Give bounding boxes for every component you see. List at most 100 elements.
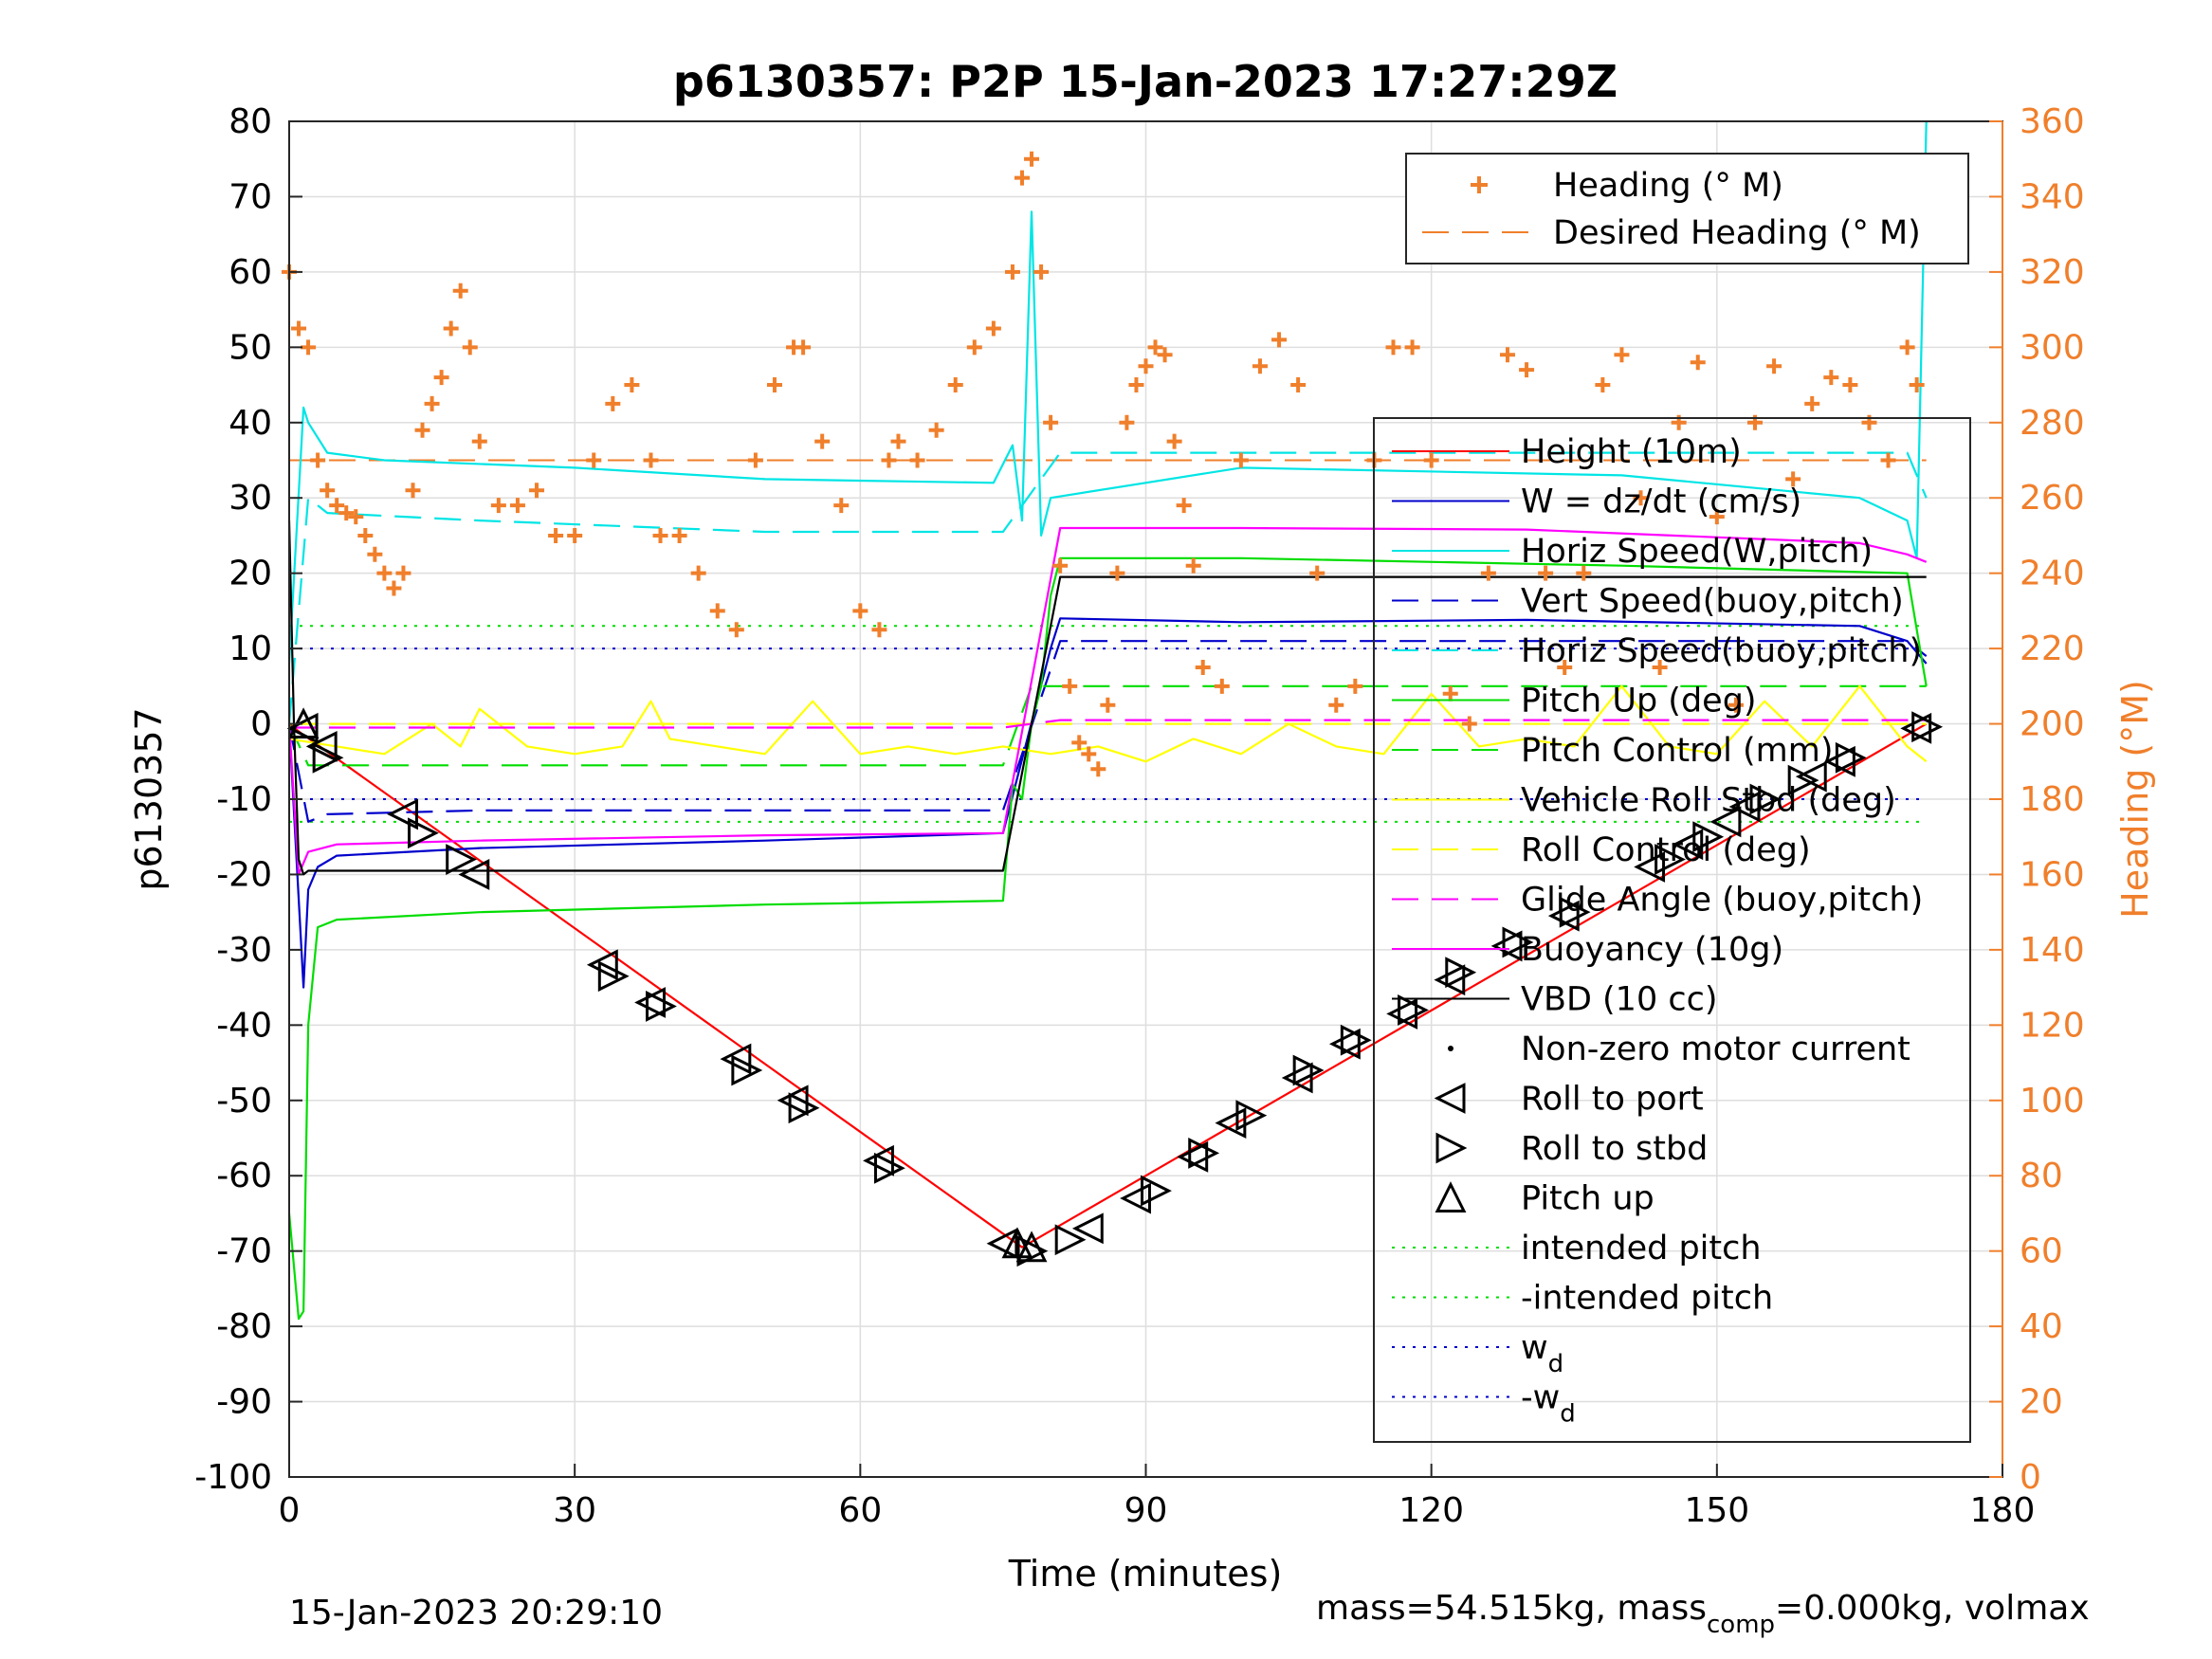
legend-label: Buoyancy (10g) xyxy=(1521,931,1783,969)
right-y-tick-label: 20 xyxy=(2020,1383,2063,1422)
right-y-tick-label: 140 xyxy=(2020,931,2085,970)
right-y-tick-label: 220 xyxy=(2020,629,2085,668)
heading-point xyxy=(414,422,430,438)
right-y-tick-labels: 0 20 40 60 80 100 120 140 160 180 200 220 240 260 280 3… xyxy=(1989,102,2085,1497)
heading-point xyxy=(1595,377,1611,393)
heading-legend: Heading (° M) Desired Heading (° M) xyxy=(1405,153,1969,264)
heading-point xyxy=(1290,377,1307,393)
heading-point xyxy=(471,433,487,449)
right-y-axis-label: Heading (°M) xyxy=(2114,680,2156,919)
heading-point xyxy=(1909,377,1925,393)
y-tick-label: 40 xyxy=(229,404,272,443)
heading-point xyxy=(348,509,364,525)
heading-point xyxy=(1185,557,1201,574)
legend-label-text: Vehicle Roll Stbd (deg) xyxy=(1521,782,1896,820)
heading-point xyxy=(1347,678,1363,694)
heading-point xyxy=(291,320,307,337)
heading-point xyxy=(881,452,897,468)
series-line xyxy=(288,684,1927,767)
legend-label: -wd xyxy=(1521,1379,1576,1429)
roll-to-stbd-marker xyxy=(873,1152,905,1184)
heading-point xyxy=(1785,471,1801,487)
legend-label: wd xyxy=(1521,1329,1563,1378)
roll-to-port-marker xyxy=(1672,829,1704,861)
heading-point xyxy=(1090,761,1106,777)
footer-mass-a: mass=54.515kg, mass xyxy=(1316,1589,1707,1628)
heading-point xyxy=(1128,377,1144,393)
y-tick-label: -50 xyxy=(216,1082,272,1121)
heading-point xyxy=(1499,347,1515,363)
roll-to-stbd-marker xyxy=(408,817,439,849)
heading-point xyxy=(1062,678,1078,694)
roll-to-port-marker xyxy=(1709,806,1742,838)
roll-to-port-marker xyxy=(1434,964,1466,996)
legend-label-text: Vert Speed(buoy,pitch) xyxy=(1521,583,1904,621)
legend-label-text: Roll to stbd xyxy=(1521,1130,1708,1168)
heading-legend-label: Desired Heading (° M) xyxy=(1553,214,1921,252)
legend-label: Roll to stbd xyxy=(1521,1130,1708,1168)
heading-point xyxy=(1157,347,1173,363)
heading-point xyxy=(1823,370,1839,386)
right-y-tick-label: 320 xyxy=(2020,253,2085,292)
right-y-tick-label: 100 xyxy=(2020,1082,2085,1121)
heading-point xyxy=(985,320,1001,337)
heading-point xyxy=(1081,746,1097,762)
heading-point xyxy=(490,498,506,514)
heading-point xyxy=(1614,347,1630,363)
heading-point xyxy=(1033,264,1050,280)
legend-label-text: Roll Control (deg) xyxy=(1521,831,1811,869)
roll-to-stbd-marker xyxy=(1911,711,1944,743)
heading-point xyxy=(367,546,383,562)
series-line xyxy=(287,451,1928,724)
heading-point xyxy=(376,565,393,581)
heading-point xyxy=(1442,685,1458,702)
y-tick-label: 10 xyxy=(229,629,272,668)
heading-point xyxy=(795,339,812,356)
y-tick-label: -90 xyxy=(216,1383,272,1422)
heading-point xyxy=(833,498,850,514)
heading-point xyxy=(690,565,706,581)
heading-point xyxy=(1880,452,1896,468)
right-y-tick-label: 240 xyxy=(2020,555,2085,593)
legend-label: -intended pitch xyxy=(1521,1280,1773,1318)
y-tick-label: 30 xyxy=(229,479,272,518)
heading-point xyxy=(1480,565,1496,581)
legend-label: W = dz/dt (cm/s) xyxy=(1521,483,1801,521)
heading-point xyxy=(433,370,449,386)
heading-legend-label: Heading (° M) xyxy=(1553,167,1783,205)
legend-label: Pitch Up (deg) xyxy=(1521,683,1757,720)
right-y-tick-label: 300 xyxy=(2020,328,2085,367)
legend-label-text: Horiz Speed(W,pitch) xyxy=(1521,533,1873,571)
heading-point xyxy=(509,498,525,514)
heading-point xyxy=(747,452,763,468)
roll-to-port-marker xyxy=(305,730,338,762)
roll-to-port-marker xyxy=(387,798,418,830)
legend-label: Glide Angle (buoy,pitch) xyxy=(1521,882,1923,920)
heading-point xyxy=(1690,355,1706,371)
legend-label-text: Non-zero motor current xyxy=(1521,1030,1910,1068)
heading-point xyxy=(766,377,782,393)
y-tick-label: 0 xyxy=(250,705,272,744)
roll-to-stbd-marker xyxy=(597,960,630,993)
y-tick-label: 80 xyxy=(229,102,272,141)
heading-point xyxy=(1271,332,1288,348)
y-tick-label: -20 xyxy=(216,855,272,894)
roll-to-stbd-marker xyxy=(1502,926,1534,958)
right-y-tick-label: 200 xyxy=(2020,705,2085,744)
heading-point xyxy=(1004,264,1020,280)
roll-to-stbd-marker xyxy=(1292,1054,1325,1086)
right-y-tick-label: 60 xyxy=(2020,1232,2063,1271)
heading-point xyxy=(1176,498,1192,514)
heading-point xyxy=(1404,339,1420,356)
roll-to-stbd-marker xyxy=(1654,844,1686,875)
heading-point xyxy=(1147,339,1163,356)
roll-to-port-marker xyxy=(1281,1062,1313,1094)
heading-point xyxy=(1024,151,1040,167)
legend-label-text: intended pitch xyxy=(1521,1230,1762,1267)
heading-point xyxy=(966,339,982,356)
heading-point xyxy=(1071,735,1088,751)
heading-point xyxy=(1557,659,1573,675)
roll-to-stbd-marker xyxy=(1188,1137,1220,1169)
heading-point xyxy=(1576,565,1592,581)
legend-label: VBD (10 cc) xyxy=(1521,981,1718,1019)
